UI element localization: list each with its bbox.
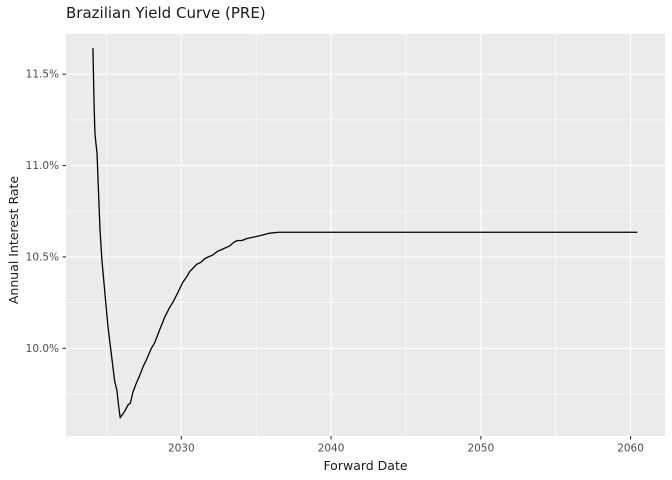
y-tick-label: 11.0% <box>26 160 59 172</box>
yield-curve-line <box>92 47 638 419</box>
panel-background <box>66 34 665 436</box>
y-tick-label: 10.5% <box>26 251 59 263</box>
y-tick-label: 11.5% <box>26 69 59 81</box>
y-tick-label: 10.0% <box>26 343 59 355</box>
x-tick-label: 2060 <box>617 443 644 455</box>
x-tick-label: 2040 <box>318 443 345 455</box>
chart-title: Brazilian Yield Curve (PRE) <box>66 4 266 22</box>
x-axis-title: Forward Date <box>323 458 408 473</box>
x-tick-label: 2050 <box>467 443 494 455</box>
x-tick-label: 2030 <box>168 443 195 455</box>
